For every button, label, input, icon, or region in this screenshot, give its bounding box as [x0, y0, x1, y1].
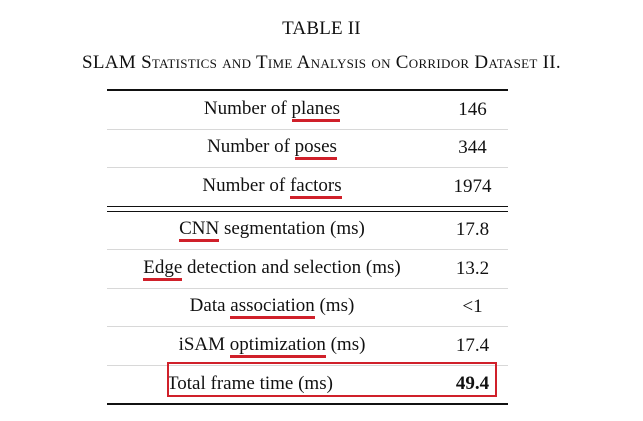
table-row-factors: Number of factors 1974 [107, 167, 508, 207]
metric-cell: Number of poses [107, 129, 437, 168]
value-cell: 17.4 [437, 326, 508, 366]
value-cell: 13.2 [437, 249, 508, 289]
value-cell: <1 [437, 288, 508, 327]
metric-prefix: iSAM [178, 333, 230, 355]
metric-suffix: detection and selection (ms) [182, 256, 401, 278]
metric-cell: iSAM optimization (ms) [107, 326, 437, 366]
highlighted-term: factors [289, 176, 342, 199]
metric-cell: CNN segmentation (ms) [107, 211, 437, 250]
spacer-cell [107, 206, 437, 212]
double-rule-spacer [107, 206, 508, 212]
metric-cell: Data association (ms) [107, 288, 437, 327]
metric-suffix: (ms) [314, 295, 355, 317]
value-cell: 17.8 [437, 211, 508, 250]
highlighted-term: CNN [179, 219, 220, 243]
metric-cell: Number of factors [107, 167, 437, 207]
table-row-cnn-segmentation: CNN segmentation (ms) 17.8 [107, 211, 508, 250]
metric-prefix: Number of [203, 97, 292, 119]
highlighted-term: association [230, 296, 315, 320]
highlighted-term: optimization [229, 335, 326, 358]
metric-cell: Edge detection and selection (ms) [107, 249, 437, 289]
metric-prefix: Number of [202, 174, 290, 196]
metric-prefix: Number of [207, 136, 295, 158]
table-row-total-frame-time: Total frame time (ms) 49.4 [107, 365, 508, 405]
table-label: TABLE II [282, 18, 361, 39]
metric-prefix: Data [189, 295, 231, 317]
table-row-poses: Number of poses 344 [107, 129, 508, 168]
table-caption: SLAM Statistics and Time Analysis on Cor… [82, 52, 561, 73]
slam-statistics-table: Number of planes 146 Number of poses 344… [107, 89, 508, 405]
total-label: Total frame time (ms) [167, 373, 333, 395]
total-value: 49.4 [437, 365, 508, 405]
highlighted-term: Edge [143, 258, 183, 281]
table-row-isam-optimization: iSAM optimization (ms) 17.4 [107, 326, 508, 366]
value-cell: 1974 [437, 167, 508, 207]
metric-suffix: segmentation (ms) [219, 218, 365, 240]
metric-cell: Number of planes [107, 89, 437, 130]
metric-cell: Total frame time (ms) [107, 365, 437, 405]
value-cell: 146 [437, 89, 508, 130]
value-cell: 344 [437, 129, 508, 168]
highlighted-term: poses [294, 137, 337, 161]
highlighted-term: planes [291, 99, 341, 122]
table-row-data-association: Data association (ms) <1 [107, 288, 508, 327]
metric-suffix: (ms) [325, 333, 366, 355]
table-row-edge-detection: Edge detection and selection (ms) 13.2 [107, 249, 508, 289]
spacer-cell [437, 206, 508, 212]
table-row-planes: Number of planes 146 [107, 89, 508, 130]
